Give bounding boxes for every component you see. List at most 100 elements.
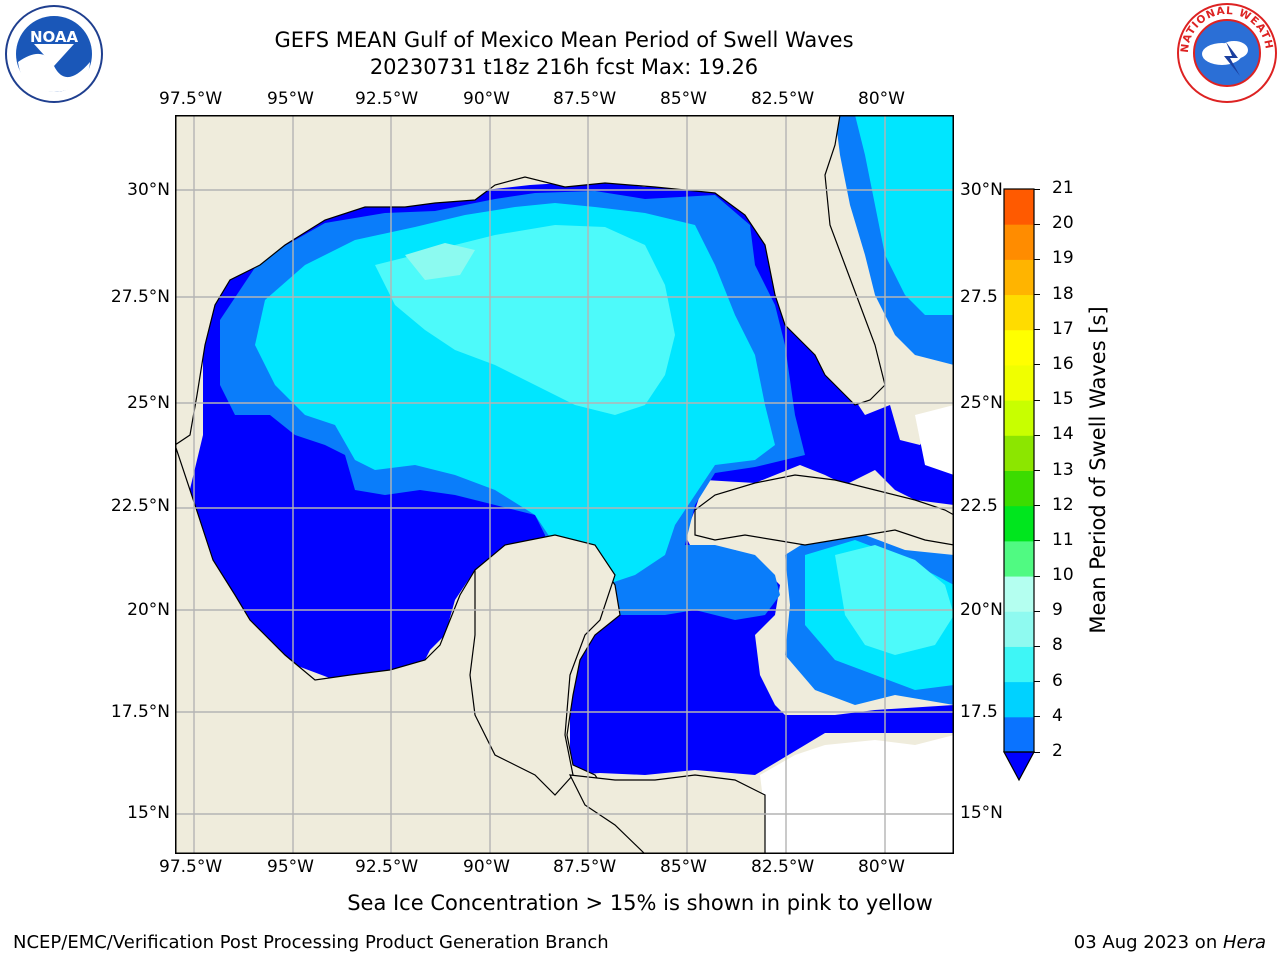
lon-label-top: 85°W: [660, 89, 707, 109]
lat-label-left: 27.5°N: [110, 287, 170, 307]
colorbar-segment: [1004, 189, 1034, 225]
colorbar-segment: [1004, 681, 1034, 718]
no-data-region-east: [915, 405, 954, 475]
colorbar-tick-label: 10: [1052, 565, 1074, 586]
colorbar-tick-label: 8: [1052, 635, 1063, 656]
colorbar-segment: [1004, 435, 1034, 471]
lon-label-bottom: 97.5°W: [159, 857, 223, 877]
lon-label-top: 80°W: [858, 89, 905, 109]
colorbar-segment: [1004, 294, 1034, 331]
lon-label-top: 90°W: [463, 89, 510, 109]
colorbar-tick-mark: [1034, 681, 1040, 683]
lon-label-top: 87.5°W: [553, 89, 617, 109]
colorbar-tick-mark: [1034, 399, 1040, 401]
colorbar-segment: [1004, 611, 1034, 647]
colorbar-label: Mean Period of Swell Waves [s]: [1086, 306, 1110, 634]
colorbar-tick-label: 13: [1052, 459, 1074, 480]
colorbar-tick-mark: [1034, 575, 1040, 577]
lat-label-right: 22.5: [960, 496, 998, 516]
map-plot: [175, 115, 954, 854]
colorbar-tick-mark: [1034, 610, 1040, 612]
lat-label-right: 27.5: [960, 287, 998, 307]
colorbar-tick-mark: [1034, 329, 1040, 331]
lat-label-right: 15°N: [960, 803, 1003, 823]
lon-label-top: 92.5°W: [355, 89, 419, 109]
colorbar-tick-mark: [1034, 716, 1040, 718]
no-data-region: [760, 735, 954, 854]
colorbar: [1002, 188, 1036, 782]
lat-label-left: 15°N: [127, 803, 170, 823]
lat-label-left: 22.5°N: [110, 496, 170, 516]
colorbar-tick-label: 11: [1052, 529, 1074, 550]
colorbar-tick-mark: [1034, 258, 1040, 260]
nws-logo: NATIONAL WEATHER SERVICE: [1171, 0, 1278, 104]
colorbar-tick-mark: [1034, 364, 1040, 366]
lat-label-left: 30°N: [127, 180, 170, 200]
lat-label-left: 20°N: [127, 600, 170, 620]
colorbar-tick-label: 15: [1052, 389, 1074, 410]
footer-date: 03 Aug 2023 on: [1073, 932, 1223, 953]
colorbar-tick-mark: [1034, 751, 1040, 753]
lat-label-right: 20°N: [960, 600, 1003, 620]
lon-label-top: 97.5°W: [159, 89, 223, 109]
noaa-logo-text: NOAA: [30, 28, 79, 46]
gulf-swell-band-5: [405, 243, 475, 280]
colorbar-tick-label: 18: [1052, 283, 1074, 304]
lon-label-bottom: 87.5°W: [553, 857, 617, 877]
colorbar-tick-mark: [1034, 645, 1040, 647]
noaa-logo: NOAA: [4, 4, 104, 104]
lon-label-bottom: 95°W: [267, 857, 314, 877]
colorbar-tick-label: 4: [1052, 705, 1063, 726]
colorbar-tick-label: 19: [1052, 248, 1074, 269]
lon-label-bottom: 80°W: [858, 857, 905, 877]
colorbar-extend-arrow: [1002, 751, 1036, 782]
lat-label-left: 25°N: [127, 393, 170, 413]
colorbar-tick-label: 6: [1052, 670, 1063, 691]
chart-subtitle: 20230731 t18z 216h fcst Max: 19.26: [369, 55, 759, 79]
colorbar-tick-mark: [1034, 505, 1040, 507]
colorbar-tick-label: 20: [1052, 213, 1074, 234]
colorbar-tick-label: 14: [1052, 424, 1074, 445]
colorbar-tick-mark: [1034, 223, 1040, 225]
lat-label-right: 25°N: [960, 393, 1003, 413]
colorbar-segment: [1004, 400, 1034, 436]
colorbar-tick-label: 17: [1052, 318, 1074, 339]
colorbar-tick-label: 12: [1052, 494, 1074, 515]
colorbar-segment: [1004, 505, 1034, 542]
colorbar-tick-mark: [1034, 470, 1040, 471]
footer-right: 03 Aug 2023 on Hera: [1074, 932, 1266, 953]
chart-title: GEFS MEAN Gulf of Mexico Mean Period of …: [274, 28, 854, 52]
lon-label-top: 82.5°W: [751, 89, 815, 109]
lon-label-bottom: 85°W: [660, 857, 707, 877]
map-frame: [175, 115, 954, 854]
colorbar-segment: [1004, 259, 1034, 296]
cuba-land: [694, 474, 954, 546]
lon-label-bottom: 92.5°W: [355, 857, 419, 877]
colorbar-segment: [1004, 364, 1034, 401]
colorbar-tick-mark: [1034, 540, 1040, 542]
colorbar-tick-mark: [1034, 434, 1040, 436]
caribbean-band-4: [835, 545, 954, 655]
colorbar-tick-label: 2: [1052, 741, 1063, 761]
colorbar-tick-label: 16: [1052, 353, 1074, 374]
colorbar-segment: [1004, 470, 1034, 507]
sea-ice-caption: Sea Ice Concentration > 15% is shown in …: [347, 891, 933, 915]
colorbar-segment: [1004, 716, 1034, 753]
map-gridlines: [175, 115, 954, 854]
colorbar-segment: [1004, 576, 1034, 612]
us-gulf-coast-land: [175, 115, 886, 446]
lat-label-left: 17.5°N: [110, 702, 170, 722]
lat-label-right: 30°N: [960, 180, 1003, 200]
colorbar-segment: [1004, 224, 1034, 260]
lon-label-bottom: 82.5°W: [751, 857, 815, 877]
lon-label-top: 95°W: [267, 89, 314, 109]
colorbar-tick-label: 21: [1052, 178, 1074, 198]
colorbar-tick-mark: [1034, 294, 1040, 296]
colorbar-tick-mark: [1034, 188, 1040, 190]
footer-machine: Hera: [1222, 932, 1266, 953]
colorbar-segment: [1004, 329, 1034, 366]
footer-left: NCEP/EMC/Verification Post Processing Pr…: [13, 932, 609, 953]
colorbar-tick-label: 9: [1052, 600, 1063, 621]
lat-label-right: 17.5: [960, 702, 998, 722]
colorbar-segment: [1004, 540, 1034, 577]
